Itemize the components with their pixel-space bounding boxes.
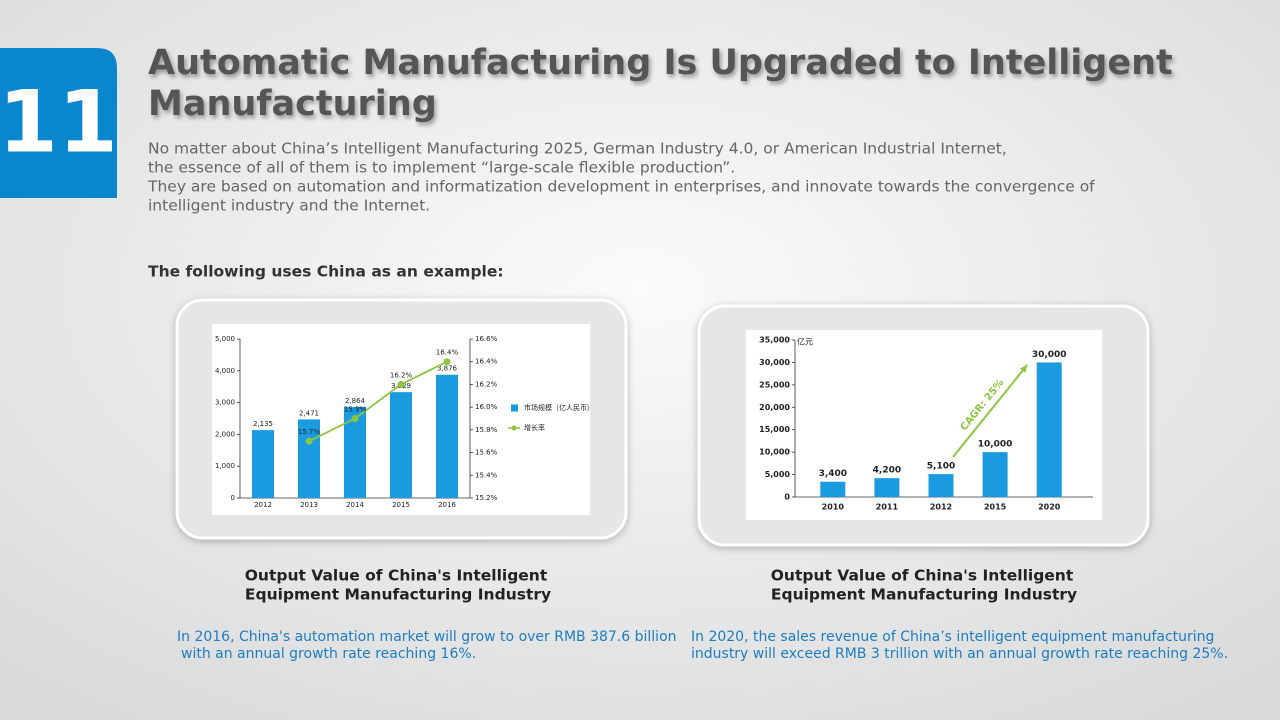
y2-tick-label: 15.8%	[475, 426, 498, 434]
bar-value-label: 10,000	[978, 440, 1013, 450]
y-tick-label: 3,000	[215, 399, 235, 407]
bar	[252, 430, 274, 498]
x-tick-label: 2020	[1038, 503, 1061, 512]
caption-line: Output Value of China's Intelligent	[245, 567, 548, 585]
x-tick-label: 2016	[438, 501, 456, 509]
bar	[928, 474, 954, 497]
intro-line: No matter about China’s Intelligent Manu…	[148, 140, 1007, 158]
y-tick-label: 15,000	[759, 425, 790, 434]
bar	[436, 374, 458, 498]
x-tick-label: 2011	[876, 503, 899, 512]
x-tick-label: 2015	[984, 503, 1007, 512]
y-tick-label: 25,000	[759, 380, 790, 389]
legend-label: 市场规模（亿人民币）	[524, 403, 594, 412]
slide-number: 11	[0, 72, 118, 172]
line-point	[397, 380, 405, 388]
bar	[982, 452, 1008, 497]
title-line: Manufacturing	[148, 84, 437, 124]
bar-value-label: 3,400	[819, 469, 847, 479]
bar-value-label: 2,471	[299, 409, 319, 417]
line-value-label: 16.4%	[436, 349, 459, 357]
captions: Output Value of China's Intelligent Equi…	[245, 567, 1077, 604]
title: Automatic Manufacturing Is Upgraded to I…	[148, 43, 1173, 124]
y2-tick-label: 15.2%	[475, 494, 498, 502]
x-tick-label: 2014	[346, 501, 364, 509]
y-tick-label: 30,000	[759, 358, 790, 367]
intro-line: They are based on automation and informa…	[147, 178, 1095, 196]
line-point	[305, 437, 313, 445]
x-tick-label: 2012	[254, 501, 272, 509]
title-line: Automatic Manufacturing Is Upgraded to I…	[148, 43, 1173, 83]
legend-swatch	[511, 425, 517, 431]
legend-swatch	[511, 404, 518, 412]
y-tick-label: 5,000	[215, 335, 235, 343]
bar	[344, 406, 366, 498]
y-tick-label: 20,000	[759, 403, 790, 412]
line	[308, 360, 448, 443]
y2-tick-label: 16.6%	[475, 335, 498, 343]
y-tick-label: 10,000	[759, 448, 790, 457]
y2-tick-label: 15.6%	[475, 449, 498, 457]
bar-value-label: 5,100	[927, 462, 955, 472]
line-value-label: 16.2%	[390, 371, 413, 379]
note-line: industry will exceed RMB 3 trillion with…	[691, 646, 1228, 662]
caption-line: Output Value of China's Intelligent	[771, 567, 1074, 585]
line-value-label: 15.9%	[344, 406, 367, 414]
bar	[390, 392, 412, 498]
note-line: with an annual growth rate reaching 16%.	[181, 646, 476, 662]
notes: In 2016, China's automation market will …	[177, 629, 1228, 662]
line-point	[443, 358, 451, 366]
intro-line: the essence of all of them is to impleme…	[148, 159, 735, 177]
bar	[1036, 362, 1062, 497]
bar-value-label: 2,864	[345, 397, 366, 405]
line-point	[351, 415, 359, 422]
y-tick-label: 35,000	[759, 336, 790, 345]
note-line: In 2016, China's automation market will …	[177, 629, 677, 645]
y2-tick-label: 16.2%	[475, 380, 498, 388]
y-tick-label: 0	[784, 493, 790, 502]
y-tick-label: 5,000	[765, 470, 791, 479]
annotation-arrow	[952, 364, 1028, 458]
x-tick-label: 2015	[392, 501, 410, 509]
caption-line: Equipment Manufacturing Industry	[771, 586, 1077, 604]
bar-value-label: 30,000	[1032, 350, 1067, 360]
line-value-label: 15.7%	[298, 428, 321, 436]
y2-tick-label: 16.4%	[475, 358, 498, 366]
lead: The following uses China as an example:	[148, 263, 504, 281]
y-tick-label: 1,000	[215, 462, 235, 470]
note-line: In 2020, the sales revenue of China’s in…	[691, 629, 1214, 645]
intro: No matter about China’s Intelligent Manu…	[147, 140, 1095, 215]
number-badge	[0, 48, 117, 198]
y-axis-label: 亿元	[797, 337, 813, 347]
y2-tick-label: 16.0%	[475, 403, 498, 411]
y-tick-label: 0	[231, 494, 235, 502]
x-tick-label: 2012	[930, 503, 952, 512]
charts: 0 1,000 2,000 3,000 4,000 5,000 15.2% 15.4% 15.6…	[215, 335, 1093, 512]
y-tick-label: 2,000	[215, 430, 235, 438]
y2-tick-label: 15.4%	[475, 471, 498, 479]
bar	[820, 481, 846, 497]
intro-line: intelligent industry and the Internet.	[148, 197, 430, 215]
y-tick-label: 4,000	[215, 367, 235, 375]
bar-value-label: 3,876	[437, 365, 458, 373]
x-tick-label: 2010	[822, 503, 845, 512]
bar	[874, 478, 900, 497]
legend-label: 增长率	[524, 423, 545, 432]
bar-value-label: 4,200	[873, 466, 901, 476]
x-tick-label: 2013	[300, 501, 318, 509]
caption-line: Equipment Manufacturing Industry	[245, 586, 551, 604]
bar-value-label: 2,135	[253, 420, 273, 428]
annotation-arrowhead	[1019, 365, 1028, 373]
